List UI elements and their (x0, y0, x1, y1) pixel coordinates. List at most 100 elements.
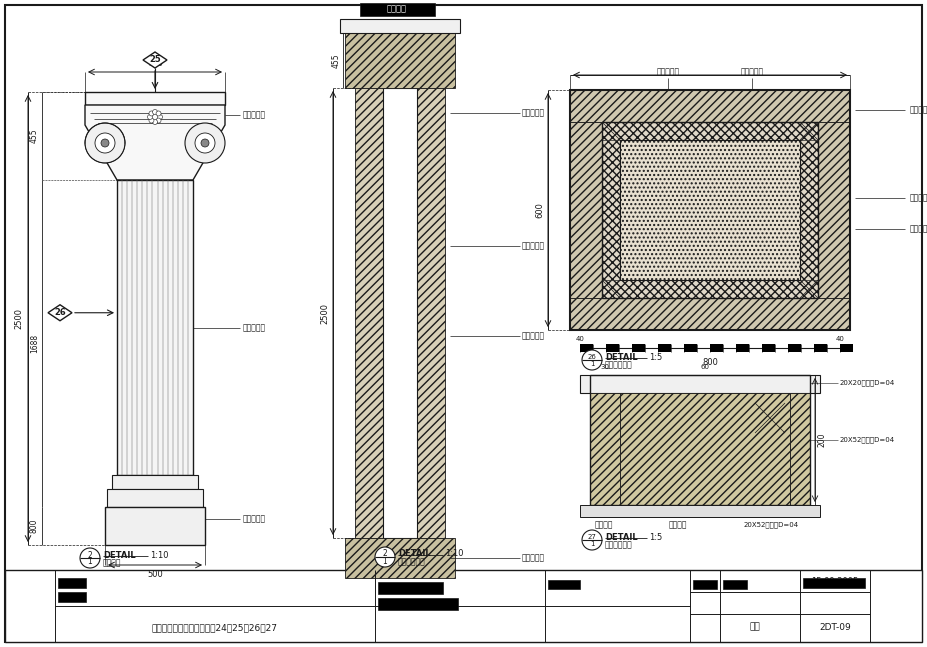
Bar (602, 122, 818, 140)
Bar (378, 598, 458, 610)
Text: 800: 800 (702, 358, 717, 367)
Text: 20X20定木杆D=04: 20X20定木杆D=04 (840, 380, 895, 386)
Text: 柱子横剪面面: 柱子横剪面面 (605, 360, 633, 369)
Bar (590, 375, 810, 505)
Bar (355, 88, 383, 538)
Text: 柱子剪剥面图: 柱子剪剥面图 (398, 558, 425, 567)
Text: 见图: 见图 (750, 622, 760, 631)
Text: 2DT-09: 2DT-09 (819, 622, 851, 631)
Text: 1:10: 1:10 (150, 551, 169, 560)
Text: 柱子立面: 柱子立面 (103, 558, 121, 567)
Text: 2500: 2500 (320, 303, 329, 324)
Bar (684, 344, 697, 352)
Circle shape (195, 133, 215, 153)
Text: 25: 25 (149, 56, 161, 65)
Text: DETAIL: DETAIL (103, 551, 135, 560)
Bar (803, 578, 865, 588)
Bar (345, 538, 455, 578)
Circle shape (149, 111, 154, 116)
Circle shape (158, 115, 162, 120)
Text: 30: 30 (601, 364, 609, 370)
Text: 1: 1 (383, 556, 387, 565)
Text: 1: 1 (590, 361, 594, 367)
Bar (620, 393, 790, 505)
Text: 800: 800 (30, 519, 39, 533)
Bar (383, 88, 417, 538)
Text: 定木装饰杆: 定木装饰杆 (741, 67, 764, 76)
Bar (736, 344, 749, 352)
Bar (117, 180, 193, 475)
Text: 原土建筑柱: 原土建筑柱 (522, 241, 545, 250)
Text: 定木装饰杆: 定木装饰杆 (656, 67, 679, 76)
Circle shape (185, 123, 225, 163)
Bar (345, 33, 455, 88)
Text: 26: 26 (588, 354, 596, 360)
Text: 455: 455 (332, 54, 341, 69)
Text: 40: 40 (576, 336, 584, 342)
Text: 500: 500 (147, 570, 163, 579)
Text: 600: 600 (535, 202, 544, 218)
Text: 2: 2 (88, 551, 93, 560)
Text: 1:5: 1:5 (649, 353, 662, 362)
Text: 750: 750 (147, 59, 163, 68)
Circle shape (156, 111, 161, 116)
Bar (360, 3, 435, 16)
Text: 2: 2 (383, 549, 387, 558)
Bar (790, 393, 810, 505)
Text: DETAIL: DETAIL (605, 532, 638, 542)
Bar (723, 580, 747, 589)
Bar (602, 140, 620, 280)
Circle shape (85, 123, 125, 163)
Text: 定木装饰杆: 定木装饰杆 (522, 109, 545, 118)
Bar (606, 344, 619, 352)
Bar (85, 92, 225, 105)
Bar (762, 344, 775, 352)
Bar (602, 122, 818, 298)
Bar (105, 507, 205, 545)
Bar (112, 475, 198, 489)
Bar (818, 122, 850, 298)
Text: 1: 1 (88, 558, 93, 567)
Circle shape (201, 139, 209, 147)
Bar (632, 344, 645, 352)
Circle shape (149, 118, 154, 123)
Bar (788, 344, 801, 352)
Bar (658, 344, 671, 352)
Bar (548, 580, 580, 589)
Text: 1:5: 1:5 (649, 532, 662, 542)
Text: 27: 27 (588, 534, 596, 540)
Bar (107, 489, 203, 507)
Bar (693, 580, 717, 589)
Bar (710, 344, 723, 352)
Bar (620, 140, 800, 280)
Bar (570, 122, 602, 298)
Text: 木层底板: 木层底板 (668, 520, 687, 529)
Text: 原局面涂: 原局面涂 (595, 520, 614, 529)
Bar (58, 578, 86, 588)
Text: 20X52定木杆D=04: 20X52定木杆D=04 (840, 437, 895, 443)
Polygon shape (48, 305, 72, 321)
Text: 60: 60 (701, 364, 709, 370)
Bar (580, 375, 820, 393)
Text: 柱子立面及客厅门大样面：24，25，26，27: 柱子立面及客厅门大样面：24，25，26，27 (152, 624, 278, 633)
Polygon shape (85, 105, 225, 180)
Circle shape (153, 120, 158, 124)
Circle shape (80, 548, 100, 568)
Bar (5, 570, 922, 642)
Bar (580, 505, 820, 517)
Text: 1688: 1688 (30, 334, 39, 353)
Text: 20X52定木杆D=04: 20X52定木杆D=04 (744, 521, 799, 529)
Bar (58, 592, 86, 602)
Text: 定木装饰杆: 定木装饰杆 (910, 193, 927, 203)
Text: 1:10: 1:10 (445, 549, 464, 558)
Bar (378, 582, 443, 594)
Text: 定木装饰杆: 定木装饰杆 (243, 514, 266, 523)
Bar (840, 344, 853, 352)
Bar (800, 140, 818, 280)
Text: 455: 455 (30, 129, 39, 144)
Text: 定木装饰杆: 定木装饰杆 (243, 323, 266, 332)
Circle shape (156, 118, 161, 123)
Text: 建筑面层: 建筑面层 (387, 5, 407, 14)
Bar (417, 88, 445, 538)
Text: 40: 40 (835, 336, 844, 342)
